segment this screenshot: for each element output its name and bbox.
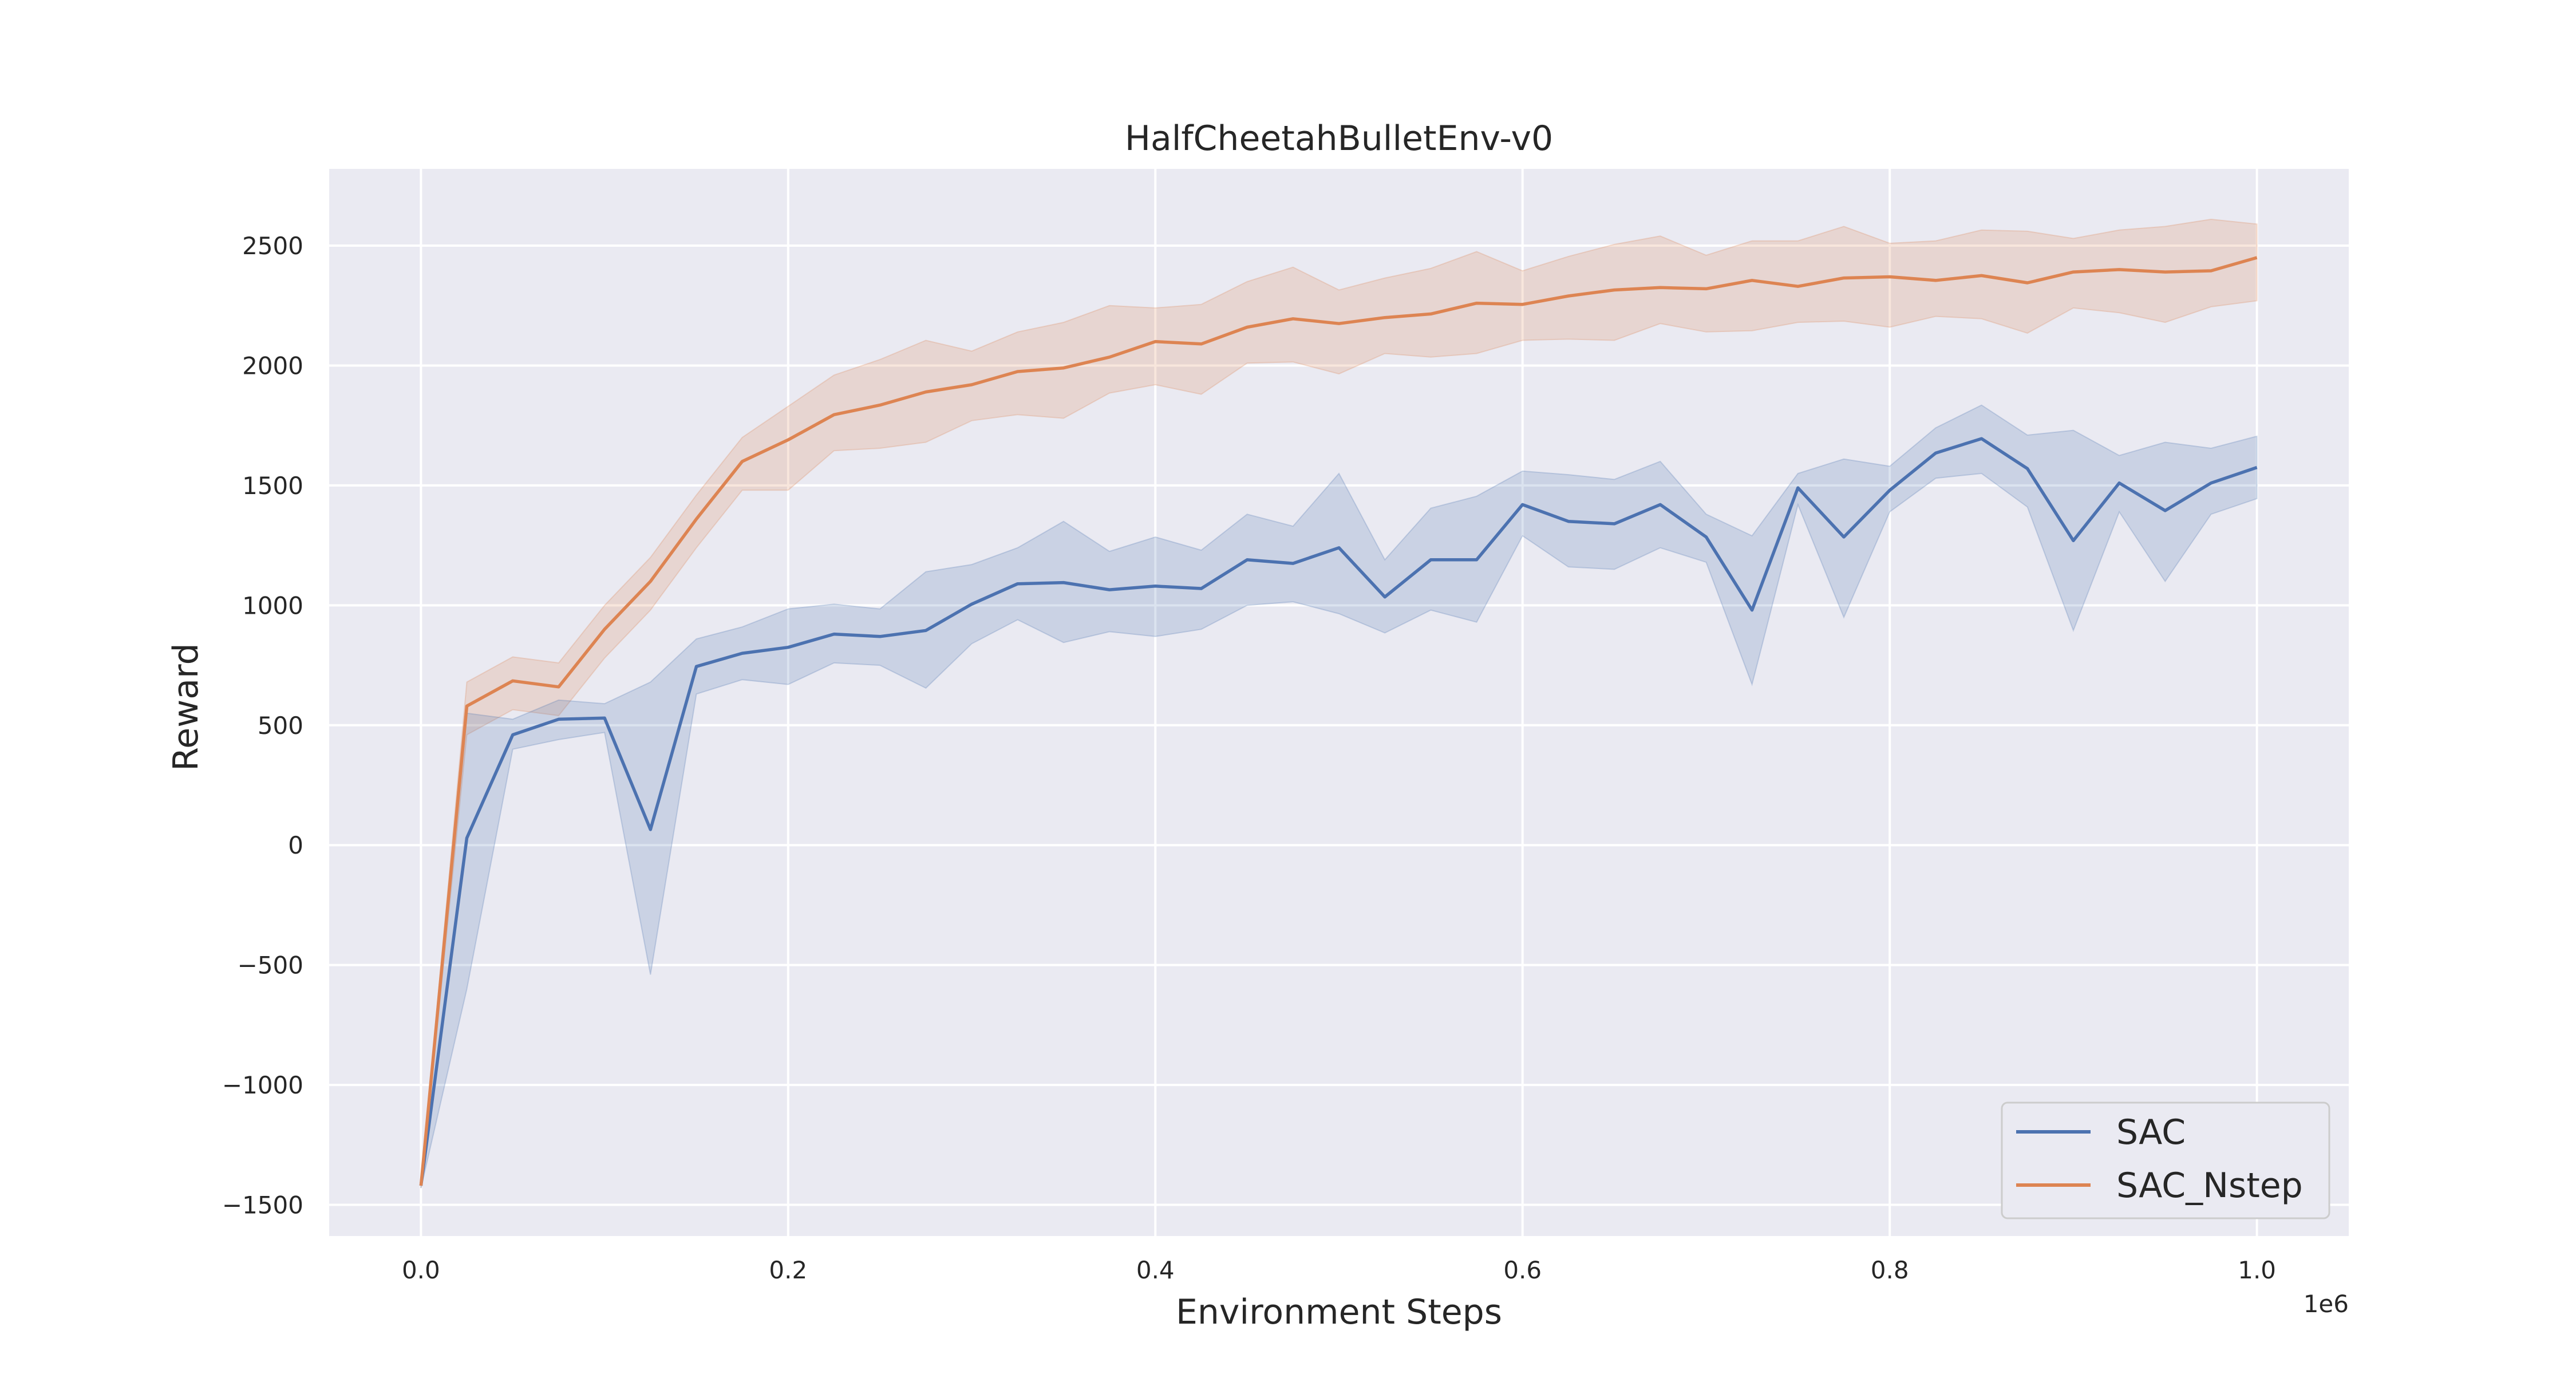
x-tick-label: 0.0 <box>402 1256 440 1284</box>
series-lines <box>419 256 2258 1186</box>
y-tick-label: 2500 <box>242 232 303 260</box>
legend-label-sac: SAC <box>2116 1112 2186 1152</box>
y-tick-label: 2000 <box>242 352 303 380</box>
y-tick-label: 1000 <box>242 591 303 619</box>
y-tick-label: −1000 <box>222 1071 303 1099</box>
x-tick-label: 0.8 <box>1871 1256 1909 1284</box>
y-tick-labels: −1500 −1000 −500 0 500 1000 1500 2000 2500 <box>222 232 303 1219</box>
x-axis-label: Environment Steps <box>1176 1292 1502 1332</box>
x-offset-text: 1e6 <box>2304 1290 2349 1318</box>
confidence-bands <box>420 218 2258 1189</box>
series-line-sac <box>419 437 2258 1186</box>
band-sac <box>420 404 2258 1189</box>
band-sac-nstep <box>420 218 2258 1189</box>
y-tick-label: −500 <box>238 951 303 980</box>
x-tick-label: 0.4 <box>1136 1256 1175 1284</box>
legend: SAC SAC_Nstep <box>2001 1101 2330 1219</box>
legend-label-sac-nstep: SAC_Nstep <box>2116 1166 2303 1206</box>
x-tick-labels: 0.0 0.2 0.4 0.6 0.8 1.0 <box>402 1256 2276 1284</box>
y-axis-label: Reward <box>166 643 206 771</box>
x-tick-label: 0.2 <box>769 1256 807 1284</box>
plot-background <box>329 169 2349 1236</box>
x-tick-label: 0.6 <box>1503 1256 1542 1284</box>
chart-title: HalfCheetahBulletEnv-v0 <box>1125 119 1553 159</box>
x-tick-label: 1.0 <box>2238 1256 2276 1284</box>
y-tick-label: −1500 <box>222 1191 303 1219</box>
y-tick-label: 500 <box>258 712 303 740</box>
y-tick-label: 0 <box>288 831 303 859</box>
y-tick-label: 1500 <box>242 472 303 500</box>
series-line-sac-nstep <box>419 256 2258 1186</box>
grid <box>329 169 2349 1236</box>
